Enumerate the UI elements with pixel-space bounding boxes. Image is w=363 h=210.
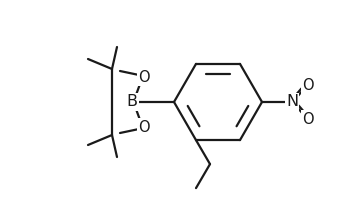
Text: B: B xyxy=(126,94,138,109)
Text: O: O xyxy=(138,70,150,84)
Text: N: N xyxy=(286,94,298,109)
Text: O: O xyxy=(302,112,314,126)
Text: O: O xyxy=(138,119,150,134)
Text: O: O xyxy=(302,77,314,92)
